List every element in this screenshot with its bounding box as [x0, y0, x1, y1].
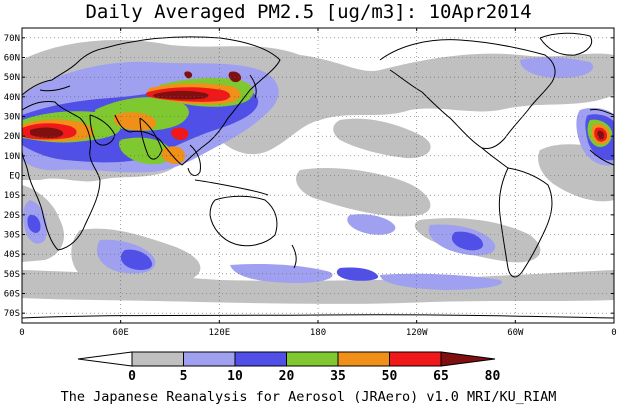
colorbar-label: 80: [485, 369, 501, 384]
lat-label: 60S: [4, 290, 20, 300]
coast-central-america: [481, 147, 509, 169]
lat-label: 70S: [4, 309, 20, 319]
colorbar-label: 0: [128, 369, 136, 384]
colorbar-label: 10: [227, 369, 243, 384]
coast-arabia: [89, 114, 116, 146]
coastlines: [22, 32, 614, 319]
lat-label: 60N: [4, 54, 20, 64]
lat-label: 30S: [4, 231, 20, 241]
coast-australia: [209, 195, 278, 247]
lat-label: 50S: [4, 270, 20, 280]
coast-africa-west: [589, 109, 614, 166]
coast-north-america: [379, 39, 556, 149]
colorbar: 0 5 10 20 35 50 65 80: [77, 351, 501, 384]
coast-indonesia: [194, 179, 269, 196]
lat-label: 20N: [4, 132, 20, 142]
colorbar-segment: [183, 351, 236, 367]
lat-label: 70N: [4, 34, 20, 44]
lon-label: 0: [611, 328, 616, 338]
lon-label: 60E: [113, 328, 129, 338]
coast-japan: [249, 74, 257, 99]
colorbar-label: 20: [279, 369, 295, 384]
colorbar-label: 35: [330, 369, 346, 384]
lat-labels: 70N 60N 50N 40N 30N 20N 10N EQ 10S 20S 30S 40S 50S 60…: [4, 34, 20, 319]
lon-label: 120W: [406, 328, 428, 338]
coast-antarctica: [22, 314, 614, 319]
colorbar-label: 50: [382, 369, 398, 384]
lon-label: 0: [19, 328, 24, 338]
axis-ticks: [21, 28, 615, 323]
colorbar-label: 65: [433, 369, 449, 384]
lon-label: 60W: [507, 328, 524, 338]
coast-europe: [22, 47, 106, 96]
colorbar-segment: [131, 351, 184, 367]
lat-label: 30N: [4, 113, 20, 123]
coast-greenland: [539, 32, 593, 56]
map-title: Daily Averaged PM2.5 [ug/m3]: 10Apr2014: [85, 1, 532, 23]
colorbar-label: 5: [180, 369, 188, 384]
coast-africa: [22, 101, 101, 251]
lat-label: 10N: [4, 152, 20, 162]
lon-label: 120E: [208, 328, 230, 338]
colorbar-segment: [389, 351, 442, 367]
lon-label: 180: [310, 328, 326, 338]
graticule: [21, 28, 615, 323]
coast-india: [139, 117, 163, 160]
colorbar-segment: [337, 351, 390, 367]
lat-label: 40N: [4, 93, 20, 103]
coast-se-asia: [187, 144, 201, 176]
coast-new-zealand: [291, 244, 297, 269]
lat-label: EQ: [9, 172, 20, 182]
lat-label: 50N: [4, 73, 20, 83]
field-level-80-plus: [30, 71, 605, 140]
colorbar-segment-min: [77, 351, 133, 367]
footer-credit: The Japanese Reanalysis for Aerosol (JRA…: [60, 389, 557, 405]
colorbar-segment: [286, 351, 339, 367]
lat-label: 40S: [4, 250, 20, 260]
lon-labels: 0 60E 120E 180 120W 60W 0: [19, 328, 616, 338]
coast-asia: [104, 36, 281, 166]
lat-label: 10S: [4, 191, 20, 201]
colorbar-segment: [234, 351, 287, 367]
lat-label: 20S: [4, 211, 20, 221]
colorbar-segment-max: [440, 351, 496, 367]
coast-south-america: [498, 167, 553, 278]
